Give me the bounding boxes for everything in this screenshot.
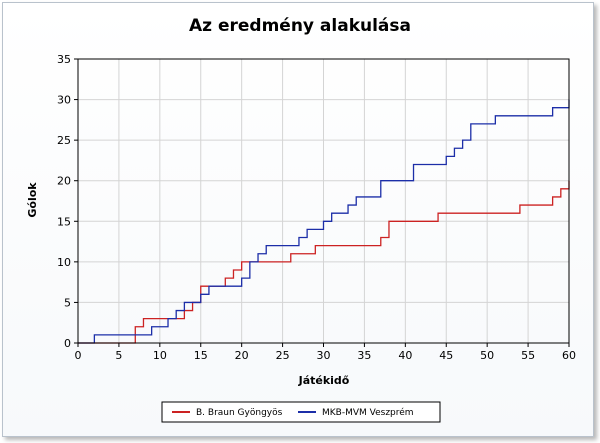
y-tick-label: 15	[57, 215, 71, 228]
x-tick-label: 0	[75, 349, 82, 362]
y-tick-label: 10	[57, 256, 71, 269]
x-tick-label: 55	[521, 349, 535, 362]
x-tick-label: 10	[153, 349, 167, 362]
x-tick-label: 15	[194, 349, 208, 362]
chart-title: Az eredmény alakulása	[189, 16, 411, 36]
y-tick-label: 5	[64, 296, 71, 309]
y-tick-label: 0	[64, 337, 71, 350]
x-tick-label: 40	[398, 349, 412, 362]
y-tick-label: 20	[57, 175, 71, 188]
chart-frame	[2, 2, 594, 437]
ticks: 0 5 10 15 20 25 30 35 40 45 50 55 60 0 5 10 15 20 25 30 35	[57, 53, 576, 362]
legend-label-0: B. Braun Gyöngyös	[196, 408, 283, 418]
y-tick-label: 35	[57, 53, 71, 66]
x-tick-label: 25	[276, 349, 290, 362]
x-tick-label: 50	[480, 349, 494, 362]
x-tick-label: 30	[317, 349, 331, 362]
x-tick-label: 5	[115, 349, 122, 362]
y-tick-label: 25	[57, 134, 71, 147]
y-tick-label: 30	[57, 94, 71, 107]
legend: B. Braun Gyöngyös MKB-MVM Veszprém	[161, 401, 441, 423]
x-tick-label: 45	[439, 349, 453, 362]
series-layer	[78, 99, 570, 344]
grid	[77, 58, 570, 344]
x-axis-label: Játékidő	[298, 374, 350, 387]
x-tick-label: 35	[357, 349, 371, 362]
legend-label-1: MKB-MVM Veszprém	[322, 407, 414, 418]
x-tick-label: 60	[562, 349, 576, 362]
series-line-0	[78, 180, 570, 344]
x-tick-label: 20	[235, 349, 249, 362]
series-line-1	[78, 99, 570, 344]
y-axis-label: Gólok	[26, 182, 39, 218]
